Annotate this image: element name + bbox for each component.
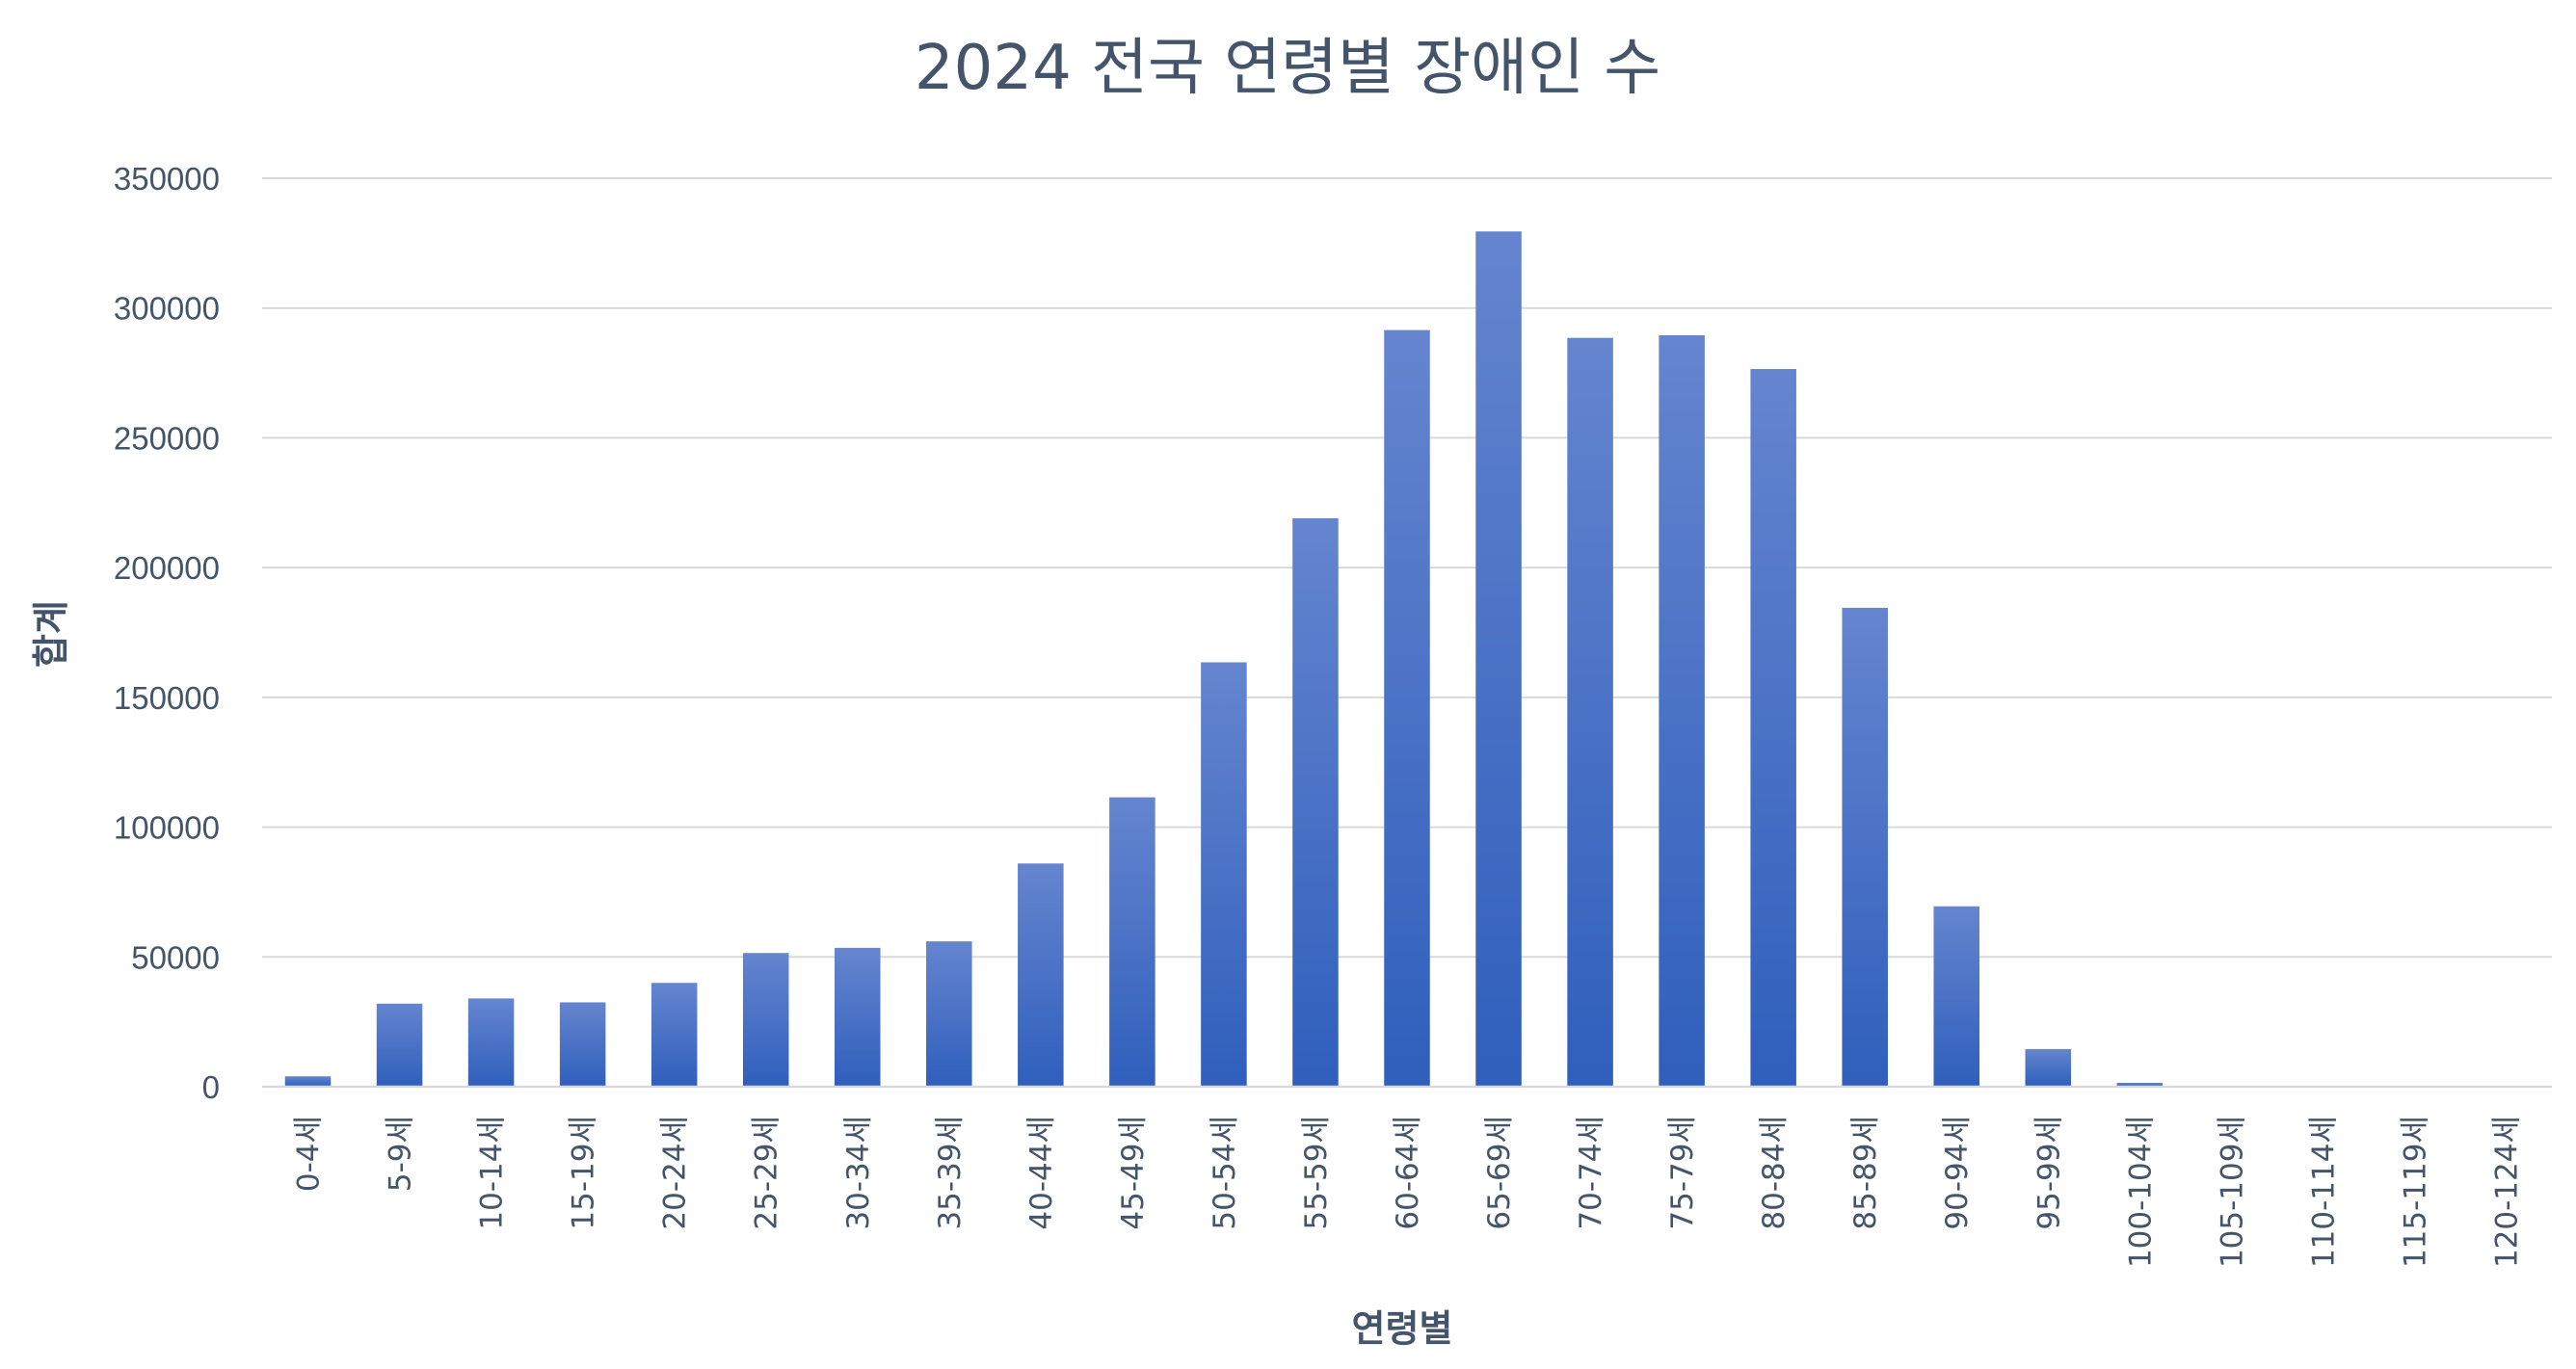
x-axis-ticks: 0-4세 5-9세 10-14세 15-19세 20-24세 25-29세 30-34세 35… [292, 1116, 2525, 1268]
bar-0-4세 [284, 1076, 332, 1087]
bar-5-9세 [376, 1003, 423, 1087]
x-tick-label: 25-29세 [750, 1116, 784, 1230]
x-tick-label: 100-104세 [2123, 1116, 2158, 1268]
bar-85-89세 [1842, 607, 1888, 1087]
bar-35-39세 [926, 941, 972, 1087]
bar-75-79세 [1659, 335, 1705, 1087]
x-tick-label: 20-24세 [658, 1116, 693, 1230]
x-tick-label: 0-4세 [292, 1116, 327, 1192]
x-tick-label: 105-109세 [2215, 1116, 2249, 1268]
x-tick-label: 60-64세 [1391, 1116, 1425, 1230]
x-tick-label: 45-49세 [1116, 1116, 1151, 1230]
x-tick-label: 15-19세 [567, 1116, 601, 1230]
y-axis-title: 합계 [30, 600, 72, 668]
y-tick-label: 50000 [131, 939, 220, 975]
bar-25-29세 [742, 953, 789, 1087]
bar-10-14세 [467, 998, 515, 1087]
x-tick-label: 80-84세 [1757, 1116, 1792, 1230]
bar-55-59세 [1292, 517, 1339, 1087]
y-tick-label: 250000 [114, 420, 220, 456]
x-tick-label: 55-59세 [1299, 1116, 1334, 1230]
x-tick-label: 115-119세 [2398, 1116, 2432, 1268]
x-tick-label: 120-124세 [2489, 1116, 2524, 1268]
x-tick-label: 70-74세 [1574, 1116, 1608, 1230]
bar-30-34세 [835, 947, 881, 1087]
x-tick-label: 75-79세 [1665, 1116, 1700, 1230]
y-tick-label: 350000 [114, 161, 220, 197]
x-tick-label: 50-54세 [1208, 1116, 1242, 1230]
x-tick-label: 30-34세 [841, 1116, 876, 1230]
x-tick-label: 85-89세 [1848, 1116, 1883, 1230]
x-tick-label: 5-9세 [384, 1116, 418, 1192]
chart-title: 2024 전국 연령별 장애인 수 [915, 33, 1660, 104]
bar-100-104세 [2116, 1082, 2164, 1087]
bar-15-19세 [559, 1002, 606, 1087]
bar-80-84세 [1750, 369, 1796, 1087]
bar-95-99세 [2025, 1048, 2072, 1087]
y-tick-label: 100000 [114, 810, 220, 846]
x-tick-label: 110-114세 [2306, 1116, 2341, 1268]
bar-45-49세 [1109, 797, 1155, 1087]
bar-70-74세 [1567, 337, 1613, 1087]
x-tick-label: 65-69세 [1482, 1116, 1517, 1230]
y-tick-label: 200000 [114, 550, 220, 586]
x-tick-label: 10-14세 [475, 1116, 510, 1230]
bar-65-69세 [1475, 231, 1522, 1088]
y-axis-ticks: 0 50000 100000 150000 200000 250000 300000 3500… [114, 161, 220, 1105]
y-tick-label: 300000 [114, 291, 220, 327]
x-tick-label: 90-94세 [1940, 1116, 1975, 1230]
bar-20-24세 [651, 983, 698, 1087]
bars [284, 231, 2164, 1088]
y-tick-label: 0 [202, 1069, 220, 1105]
x-tick-label: 95-99세 [2032, 1116, 2066, 1230]
bar-60-64세 [1384, 329, 1430, 1087]
x-tick-label: 40-44세 [1024, 1116, 1059, 1230]
x-tick-label: 35-39세 [933, 1116, 968, 1230]
bar-50-54세 [1201, 662, 1247, 1087]
y-tick-label: 150000 [114, 680, 220, 716]
x-axis-title: 연령별 [1352, 1307, 1453, 1350]
bar-40-44세 [1018, 863, 1064, 1087]
bar-90-94세 [1933, 906, 1979, 1087]
